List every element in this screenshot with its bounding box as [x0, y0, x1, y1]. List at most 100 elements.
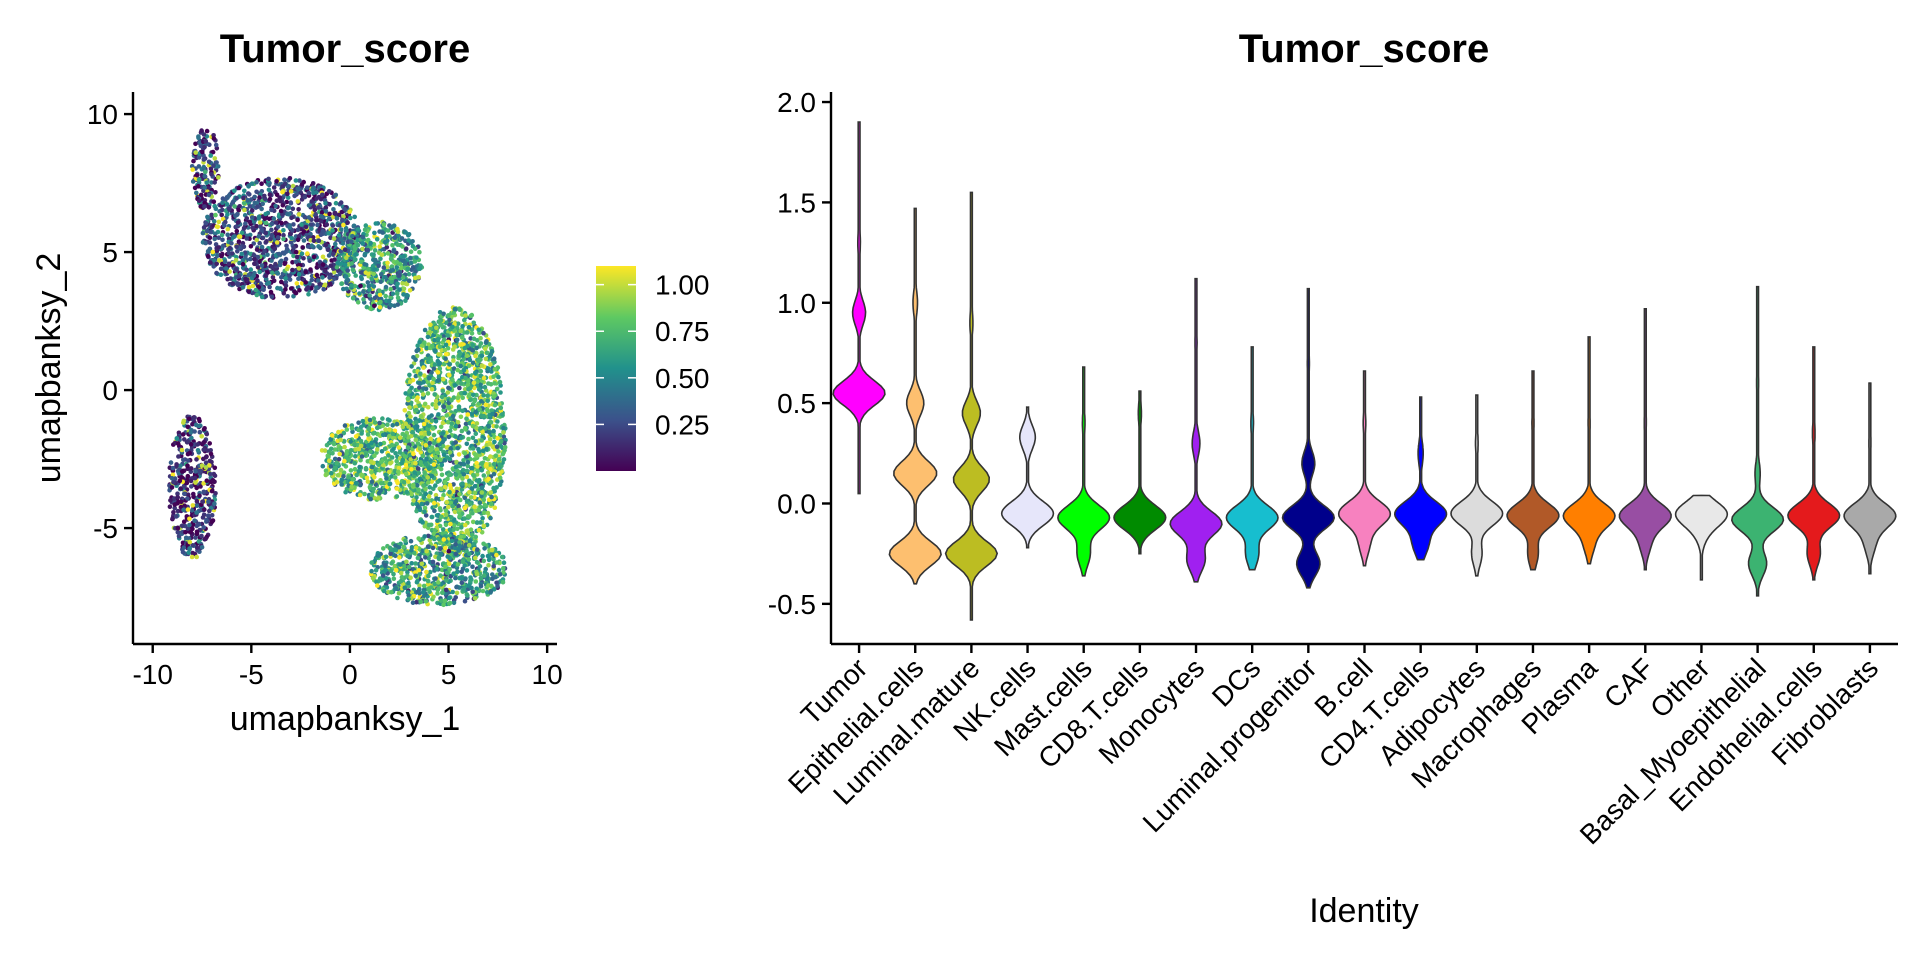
umap-cell-point	[418, 431, 424, 436]
umap-cell-point	[418, 371, 423, 377]
umap-cell-point	[266, 216, 272, 222]
umap-cell-point	[416, 536, 422, 541]
umap-cell-point	[318, 232, 324, 237]
umap-cell-point	[393, 547, 399, 553]
umap-cell-point	[355, 242, 361, 248]
umap-cell-point	[405, 266, 411, 272]
umap-cell-point	[481, 541, 486, 547]
umap-cell-point	[227, 269, 232, 274]
umap-cell-point	[283, 256, 289, 262]
umap-cell-point	[365, 247, 371, 253]
umap-cell-point	[323, 242, 329, 248]
umap-cell-point	[422, 340, 427, 345]
umap-cell-point	[478, 368, 484, 374]
umap-cell-point	[207, 240, 213, 245]
umap-cell-point	[442, 484, 448, 490]
umap-cell-point	[345, 239, 351, 245]
umap-cell-point	[211, 219, 217, 224]
umap-cell-point	[475, 547, 480, 552]
umap-cell-point	[207, 471, 213, 477]
umap-cell-point	[470, 446, 476, 451]
umap-cell-point	[248, 256, 253, 262]
umap-cell-point	[281, 228, 286, 233]
umap-cell-point	[250, 225, 255, 231]
umap-cell-point	[391, 446, 396, 452]
umap-cell-point	[365, 479, 371, 484]
umap-cell-point	[336, 233, 342, 238]
umap-cell-point	[451, 600, 457, 606]
umap-cell-point	[470, 360, 476, 366]
umap-cell-point	[207, 463, 212, 468]
umap-cell-point	[387, 427, 392, 432]
umap-cell-point	[446, 504, 451, 510]
umap-cell-point	[432, 536, 437, 542]
umap-cell-point	[419, 343, 425, 349]
umap-cell-point	[462, 516, 468, 521]
umap-cell-point	[384, 576, 389, 581]
umap-cell-point	[441, 537, 447, 542]
umap-cell-point	[461, 587, 467, 592]
umap-cell-point	[422, 534, 428, 539]
umap-cell-point	[405, 570, 410, 575]
umap-cell-point	[425, 475, 431, 480]
umap-cell-point	[251, 252, 257, 258]
umap-cell-point	[333, 433, 338, 439]
umap-cell-point	[352, 442, 357, 448]
umap-cell-point	[410, 501, 416, 507]
umap-cell-point	[353, 246, 358, 251]
umap-cell-point	[290, 206, 296, 212]
umap-cell-point	[327, 275, 332, 280]
umap-cell-point	[363, 223, 369, 228]
umap-cell-point	[428, 447, 434, 453]
umap-cell-point	[415, 343, 421, 349]
umap-cell-point	[495, 583, 500, 589]
umap-cell-point	[421, 365, 426, 370]
umap-cell-point	[429, 473, 435, 479]
umap-cell-point	[259, 227, 265, 232]
umap-cell-point	[388, 256, 394, 262]
umap-cell-point	[350, 267, 356, 273]
umap-cell-point	[172, 505, 177, 511]
umap-cell-point	[248, 244, 254, 249]
umap-cell-point	[439, 486, 444, 492]
umap-cell-point	[465, 463, 471, 469]
umap-cell-point	[302, 214, 308, 220]
umap-cell-point	[344, 427, 350, 432]
umap-cell-point	[445, 333, 451, 338]
umap-cell-point	[496, 374, 501, 380]
umap-cell-point	[424, 569, 429, 575]
umap-cell-point	[444, 499, 450, 505]
umap-cell-point	[430, 545, 436, 551]
umap-cell-point	[438, 598, 444, 603]
umap-cell-point	[225, 226, 231, 232]
umap-cell-point	[404, 559, 409, 565]
umap-cell-point	[435, 450, 441, 456]
umap-cell-point	[240, 285, 246, 290]
umap-cell-point	[462, 390, 467, 396]
umap-cell-point	[334, 460, 340, 466]
umap-cell-point	[406, 593, 412, 598]
umap-cell-point	[402, 433, 408, 439]
umap-cell-point	[467, 551, 472, 556]
umap-cell-point	[437, 506, 443, 511]
umap-cell-point	[358, 482, 363, 488]
umap-cell-point	[431, 441, 437, 446]
umap-cell-point	[439, 496, 445, 502]
umap-cell-point	[484, 350, 490, 356]
umap-cell-point	[407, 475, 412, 480]
umap-cell-point	[405, 396, 411, 401]
umap-cell-point	[489, 501, 494, 507]
umap-cell-point	[310, 181, 316, 186]
umap-cell-point	[377, 420, 382, 426]
umap-cell-point	[273, 261, 278, 267]
umap-cell-point	[358, 424, 364, 430]
umap-cell-point	[389, 264, 395, 269]
umap-cell-point	[498, 405, 504, 411]
umap-cell-point	[458, 342, 463, 347]
umap-cell-point	[339, 482, 345, 487]
umap-cell-point	[320, 228, 326, 234]
umap-cell-point	[257, 269, 263, 275]
umap-cell-point	[440, 416, 446, 421]
umap-cell-point	[299, 182, 305, 187]
umap-cell-point	[281, 291, 287, 296]
